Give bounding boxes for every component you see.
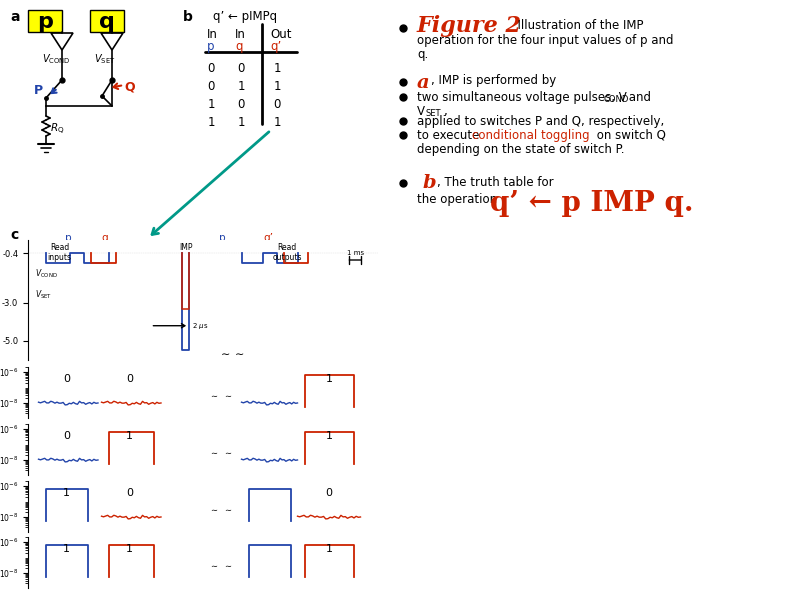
Text: 1: 1 [207, 116, 214, 129]
Text: operation for the four input values of p and: operation for the four input values of p… [417, 34, 673, 47]
Text: 0: 0 [237, 62, 245, 75]
Text: Figure 2: Figure 2 [417, 15, 522, 37]
Text: p: p [218, 233, 225, 243]
Text: 0: 0 [63, 431, 70, 441]
Text: two simultaneous voltage pulses, V: two simultaneous voltage pulses, V [417, 91, 626, 104]
Text: $\sim$: $\sim$ [218, 349, 230, 359]
Text: p: p [37, 12, 53, 32]
Text: q: q [99, 12, 115, 32]
FancyBboxPatch shape [28, 10, 62, 32]
Text: $V_{\rm COND}$: $V_{\rm COND}$ [35, 267, 58, 280]
Text: COND: COND [603, 95, 628, 104]
Text: q: q [102, 233, 108, 243]
Text: $\sim$: $\sim$ [222, 505, 233, 514]
Text: q’: q’ [270, 40, 281, 53]
Text: 1: 1 [237, 80, 245, 93]
Text: depending on the state of switch P.: depending on the state of switch P. [417, 143, 625, 156]
Text: b: b [423, 174, 437, 192]
Text: 0: 0 [126, 488, 133, 499]
Text: conditional toggling: conditional toggling [472, 129, 590, 142]
Text: $R_{\rm Q}$: $R_{\rm Q}$ [50, 122, 64, 137]
Text: $\sim$: $\sim$ [222, 448, 233, 457]
Text: 1: 1 [207, 98, 214, 111]
Text: 1: 1 [273, 80, 281, 93]
Text: Read
inputs: Read inputs [48, 243, 71, 262]
Text: 0: 0 [126, 374, 133, 384]
Text: applied to switches P and Q, respectively,: applied to switches P and Q, respectivel… [417, 115, 665, 128]
Text: V: V [417, 105, 425, 118]
Text: Illustration of the IMP: Illustration of the IMP [510, 19, 643, 32]
Text: $\sim$: $\sim$ [209, 505, 218, 514]
Text: a: a [417, 74, 430, 92]
Text: q’ ← pIMPq: q’ ← pIMPq [213, 10, 277, 23]
Text: 1: 1 [326, 431, 333, 441]
Text: 1: 1 [326, 374, 333, 384]
Text: 1: 1 [126, 544, 133, 555]
Text: 1: 1 [237, 116, 245, 129]
Text: and: and [625, 91, 651, 104]
Text: In: In [235, 28, 246, 41]
Text: $\sim$: $\sim$ [209, 391, 218, 400]
Text: q.: q. [417, 48, 428, 61]
Text: 1: 1 [126, 431, 133, 441]
Text: q’ ← p IMP q.: q’ ← p IMP q. [490, 190, 693, 217]
Text: $V_{\rm SET}$: $V_{\rm SET}$ [35, 288, 52, 300]
Text: on switch Q: on switch Q [593, 129, 666, 142]
Text: $\sim$: $\sim$ [209, 448, 218, 457]
Text: ,: , [443, 105, 447, 118]
Text: 1: 1 [63, 488, 70, 499]
Text: Q: Q [124, 80, 135, 93]
Text: p: p [64, 233, 71, 243]
Text: 0: 0 [273, 98, 281, 111]
Text: 0: 0 [237, 98, 245, 111]
Text: Out: Out [270, 28, 291, 41]
Text: $V_{\rm SET}$: $V_{\rm SET}$ [94, 52, 115, 66]
Text: 1 ms: 1 ms [347, 250, 364, 256]
FancyBboxPatch shape [90, 10, 124, 32]
Text: p: p [207, 40, 214, 53]
Text: P: P [34, 84, 43, 97]
Text: the operation: the operation [417, 193, 497, 206]
Text: 1: 1 [326, 544, 333, 555]
Text: $\sim$: $\sim$ [209, 561, 218, 570]
Text: 0: 0 [326, 488, 333, 499]
Text: , The truth table for: , The truth table for [437, 176, 553, 189]
Text: to execute: to execute [417, 129, 483, 142]
Text: 1: 1 [63, 544, 70, 555]
Text: IMP: IMP [179, 243, 192, 252]
Text: c: c [10, 228, 18, 242]
Text: , IMP is performed by: , IMP is performed by [431, 74, 557, 87]
Text: q: q [235, 40, 242, 53]
Text: $\sim$: $\sim$ [222, 391, 233, 400]
Text: 0: 0 [63, 374, 70, 384]
Text: 1: 1 [273, 116, 281, 129]
Text: b: b [183, 10, 193, 24]
Text: $\sim$: $\sim$ [222, 561, 233, 570]
Text: q’: q’ [263, 233, 273, 243]
Text: 0: 0 [207, 80, 214, 93]
Text: a: a [10, 10, 20, 24]
Text: 2 $\mu$s: 2 $\mu$s [192, 321, 209, 331]
Text: Read
outputs: Read outputs [272, 243, 302, 262]
Text: $\sim$: $\sim$ [232, 349, 244, 359]
Text: $V_{\rm COND}$: $V_{\rm COND}$ [42, 52, 71, 66]
Text: 0: 0 [207, 62, 214, 75]
Text: SET: SET [425, 109, 441, 118]
Text: In: In [207, 28, 218, 41]
Text: 1: 1 [273, 62, 281, 75]
